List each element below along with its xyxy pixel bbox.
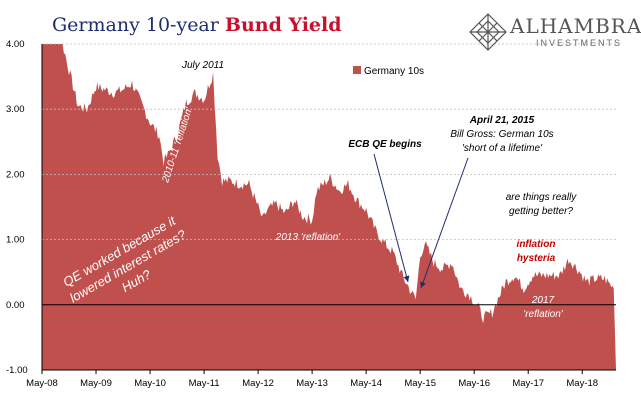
april-2015-arrow [420,157,469,289]
chart-title-part2: Bund Yield [224,14,342,36]
x-tick-label: May-10 [134,378,166,389]
annotation-ecb-qe: ECB QE begins [348,139,422,150]
annotation-april-2015-quote: 'short of a lifetime' [462,143,543,154]
annotation-hysteria-line2: hysteria [517,253,556,264]
y-tick-label: 3.00 [6,104,25,115]
y-tick-label: -1.00 [6,365,28,376]
logo-name: ALHAMBRA [510,14,641,38]
x-tick-label: May-13 [296,378,328,389]
y-tick-label: 0.00 [6,300,25,311]
chart-title: Germany 10-year Bund Yield [52,14,342,36]
x-tick-label: May-09 [80,378,112,389]
diamond-lattice-icon [469,13,507,51]
x-tick-label: May-11 [189,378,220,389]
x-tick-label: May-15 [404,378,436,389]
legend-label: Germany 10s [364,66,424,77]
x-tick-label: May-17 [512,378,544,389]
y-tick-label: 4.00 [6,39,25,50]
annotation-better-line2: getting better? [509,206,573,217]
annotation-reflation-2017-line1: 2017 [531,295,555,306]
legend-swatch [353,66,361,74]
annotation-better-line1: are things really [506,192,578,203]
x-tick-label: May-16 [458,378,490,389]
x-tick-label: May-12 [242,378,274,389]
ecb-qe-arrow [373,153,410,283]
x-tick-label: May-08 [26,378,58,389]
annotation-april-2015-gross: Bill Gross: German 10s [450,129,553,140]
annotation-reflation-2013: 2013 'reflation' [275,232,342,243]
annotation-april-2015-date: April 21, 2015 [469,115,535,126]
x-tick-label: May-18 [566,378,598,389]
company-logo: ALHAMBRA INVESTMENTS [468,12,641,54]
y-tick-label: 2.00 [6,169,25,180]
y-tick-label: 1.00 [6,235,25,246]
annotation-hysteria-line1: inflation [517,239,556,250]
chart-title-part1: Germany 10-year [52,14,225,36]
x-tick-label: May-14 [350,378,382,389]
annotation-reflation-2017-line2: 'reflation' [523,309,563,320]
series-area-germany-10s [42,44,616,370]
logo-subtitle: INVESTMENTS [536,38,623,48]
annotation-july-2011: July 2011 [181,60,224,71]
